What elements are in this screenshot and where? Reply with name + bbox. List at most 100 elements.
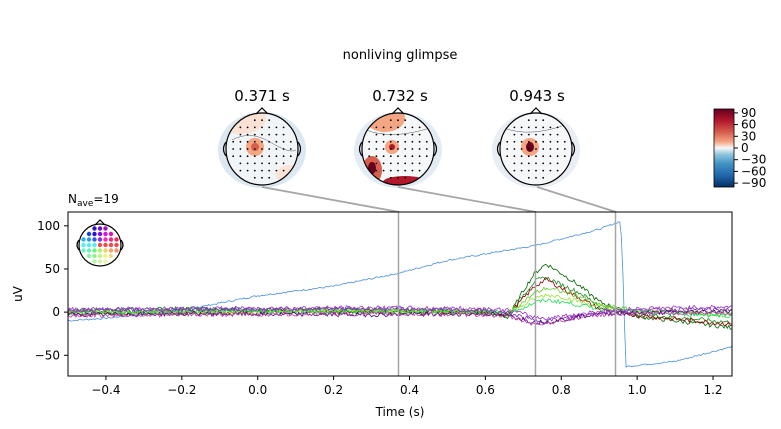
sensor-dot bbox=[527, 140, 530, 143]
inset-sensor-dot bbox=[103, 248, 108, 253]
sensor-dot bbox=[253, 126, 256, 129]
sensor-dot bbox=[411, 133, 414, 136]
sensor-dot bbox=[375, 133, 378, 136]
sensor-dot bbox=[282, 133, 285, 136]
sensor-dot bbox=[397, 148, 399, 150]
sensor-dot bbox=[268, 126, 271, 129]
sensor-dot bbox=[389, 148, 392, 150]
inset-sensor-dot bbox=[81, 248, 86, 253]
sensor-dot bbox=[246, 169, 249, 172]
sensor-dot bbox=[513, 162, 516, 165]
sensor-dot bbox=[389, 162, 392, 165]
sensor-dot bbox=[411, 162, 414, 165]
sensor-dot bbox=[375, 155, 378, 158]
sensor-dot bbox=[411, 148, 414, 150]
sensor-dot bbox=[549, 155, 552, 158]
sensor-dot bbox=[253, 148, 256, 150]
sensor-dot bbox=[535, 162, 537, 165]
sensor-dot bbox=[411, 126, 414, 129]
sensor-dot bbox=[556, 133, 559, 136]
topomap-time-label-1: 0.371 s bbox=[234, 87, 290, 105]
sensor-dot bbox=[556, 169, 559, 172]
inset-sensor-dot bbox=[92, 248, 97, 253]
sensor-dot bbox=[275, 155, 278, 158]
x-tick-label: −0.4 bbox=[91, 383, 120, 397]
sensor-dot bbox=[542, 176, 545, 179]
sensor-dot bbox=[397, 126, 399, 129]
inset-sensor-dot bbox=[114, 248, 119, 253]
inset-sensor-dot bbox=[97, 259, 103, 264]
sensor-dot bbox=[268, 169, 271, 172]
inset-sensor-dot bbox=[114, 237, 119, 242]
sensor-dot bbox=[375, 126, 378, 129]
x-tick-label: 1.0 bbox=[628, 383, 647, 397]
sensor-dot bbox=[549, 169, 552, 172]
inset-sensor-dot bbox=[92, 237, 97, 242]
connector-line-1 bbox=[261, 186, 400, 213]
sensor-layout-inset bbox=[76, 219, 124, 267]
inset-sensor-dot bbox=[97, 237, 103, 242]
topomap-2 bbox=[354, 107, 442, 188]
sensor-dot bbox=[535, 176, 537, 179]
sensor-dot bbox=[542, 119, 545, 122]
inset-sensor-dot bbox=[108, 231, 114, 237]
y-tick-label: 0 bbox=[52, 305, 60, 319]
sensor-dot bbox=[520, 148, 523, 150]
inset-sensor-dot bbox=[108, 242, 114, 248]
sensor-dot bbox=[404, 176, 407, 179]
sensor-dot bbox=[418, 162, 421, 165]
sensor-dot bbox=[520, 133, 523, 136]
sensor-dot bbox=[418, 155, 421, 158]
sensor-dot bbox=[246, 140, 249, 143]
sensor-dot bbox=[549, 162, 552, 165]
sensor-dot bbox=[261, 169, 263, 172]
sensor-dot bbox=[246, 155, 249, 158]
sensor-dot bbox=[282, 140, 285, 143]
channel-trace bbox=[68, 304, 732, 321]
sensor-dot bbox=[289, 140, 292, 143]
sensor-dot bbox=[268, 133, 271, 136]
inset-sensor-dot bbox=[81, 237, 86, 242]
y-tick-label: −50 bbox=[35, 348, 60, 362]
sensor-dot bbox=[542, 162, 545, 165]
sensor-dot bbox=[404, 133, 407, 136]
colorbar-gradient bbox=[713, 108, 735, 188]
sensor-dot bbox=[535, 119, 537, 122]
sensor-dot bbox=[261, 140, 263, 143]
sensor-dot bbox=[549, 126, 552, 129]
y-tick-label: 50 bbox=[45, 262, 60, 276]
sensor-dot bbox=[397, 140, 399, 143]
sensor-dot bbox=[418, 126, 421, 129]
sensor-dot bbox=[261, 155, 263, 158]
sensor-dot bbox=[520, 126, 523, 129]
inset-sensor-dot bbox=[86, 242, 92, 248]
inset-sensor-dot bbox=[103, 226, 108, 231]
sensor-dot bbox=[268, 140, 271, 143]
sensor-dot bbox=[368, 140, 371, 143]
sensor-dot bbox=[282, 162, 285, 165]
sensor-dot bbox=[549, 133, 552, 136]
sensor-dot bbox=[232, 140, 235, 143]
x-tick-label: 0.0 bbox=[248, 383, 267, 397]
channel-trace bbox=[68, 309, 732, 325]
sensor-dot bbox=[261, 176, 263, 179]
channel-trace bbox=[68, 277, 732, 327]
sensor-dot bbox=[275, 126, 278, 129]
sensor-dot bbox=[253, 176, 256, 179]
channel-trace bbox=[68, 221, 732, 368]
x-tick-label: 1.2 bbox=[703, 383, 722, 397]
colorbar-tick-label: −30 bbox=[741, 153, 766, 167]
sensor-dot bbox=[382, 133, 385, 136]
sensor-dot bbox=[542, 140, 545, 143]
sensor-dot bbox=[275, 169, 278, 172]
sensor-dot bbox=[527, 176, 530, 179]
sensor-dot bbox=[375, 162, 378, 165]
colorbar-tick-label: 90 bbox=[741, 106, 756, 120]
sensor-dot bbox=[389, 119, 392, 122]
sensor-dot bbox=[246, 133, 249, 136]
evoked-plot: −0.4 −0.2 0.0 0.2 0.4 0.6 0.8 1.0 1.2 100500−50 … bbox=[11, 211, 733, 419]
topomap-3 bbox=[492, 107, 580, 188]
connector-line-3 bbox=[536, 186, 617, 213]
sensor-dot bbox=[556, 148, 559, 150]
sensor-dot bbox=[382, 140, 385, 143]
